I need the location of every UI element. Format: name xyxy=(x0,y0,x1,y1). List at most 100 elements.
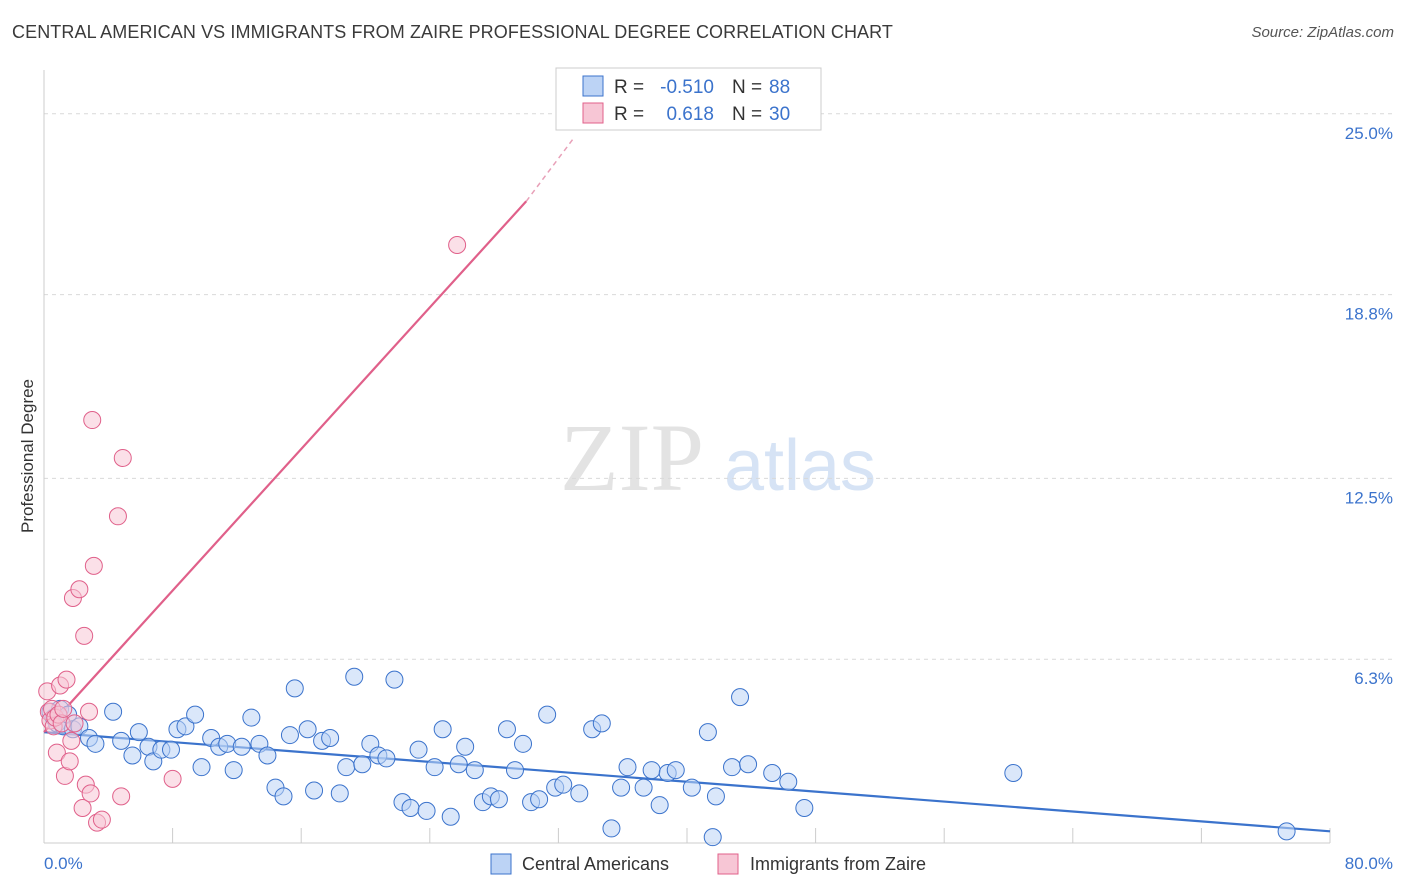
central-american-point xyxy=(385,670,404,689)
zaire-point xyxy=(113,448,132,467)
zaire-point xyxy=(62,731,81,750)
zaire-point xyxy=(112,787,131,806)
legend-n-value-2: 30 xyxy=(769,104,790,125)
central-american-point xyxy=(285,679,304,698)
central-american-point xyxy=(305,781,324,800)
zaire-trend-extension xyxy=(525,136,576,202)
central-american-point xyxy=(345,667,364,686)
watermark-zip: ZIP xyxy=(560,404,704,511)
central-american-point xyxy=(192,758,211,777)
central-american-point xyxy=(489,790,508,809)
central-american-point xyxy=(570,784,589,803)
central-american-point xyxy=(449,755,468,774)
legend-n-value-1: 88 xyxy=(769,77,790,98)
bottom-legend: Central Americans Immigrants from Zaire xyxy=(490,853,926,875)
central-american-point xyxy=(554,775,573,794)
central-american-point xyxy=(123,746,142,765)
central-american-point xyxy=(280,726,299,745)
central-american-point xyxy=(795,798,814,817)
legend-n-label-2: N = xyxy=(732,104,762,125)
zaire-point xyxy=(448,236,467,255)
central-american-point xyxy=(682,778,701,797)
y-tick-label: 6.3% xyxy=(1354,669,1393,688)
central-american-point xyxy=(731,688,750,707)
zaire-point xyxy=(65,714,84,733)
source-label: Source: ZipAtlas.com xyxy=(1251,24,1394,41)
y-tick-label: 25.0% xyxy=(1345,124,1393,143)
zaire-trend-line xyxy=(43,200,528,733)
zaire-point xyxy=(75,626,94,645)
central-american-point xyxy=(218,734,237,753)
legend-box: R = -0.510 N = 88 R = 0.618 N = 30 xyxy=(555,67,822,131)
central-american-point xyxy=(104,702,123,721)
legend-r-value-1: -0.510 xyxy=(660,77,714,98)
zaire-point xyxy=(108,507,127,526)
central-american-point xyxy=(224,761,243,780)
central-american-point xyxy=(433,720,452,739)
zaire-point xyxy=(81,784,100,803)
bottom-legend-swatch-pink xyxy=(717,853,739,875)
bottom-legend-swatch-blue xyxy=(490,853,512,875)
central-american-point xyxy=(514,734,533,753)
chart-title: CENTRAL AMERICAN VS IMMIGRANTS FROM ZAIR… xyxy=(12,22,894,42)
central-american-point xyxy=(602,819,621,838)
legend-swatch-pink xyxy=(582,102,604,124)
zaire-point xyxy=(70,580,89,599)
central-american-point xyxy=(298,720,317,739)
y-tick-label: 12.5% xyxy=(1345,488,1393,507)
central-american-point xyxy=(612,778,631,797)
central-american-point xyxy=(425,758,444,777)
central-american-point xyxy=(779,772,798,791)
zaire-point xyxy=(47,743,66,762)
zaire-point xyxy=(80,702,99,721)
x-tick-label: 0.0% xyxy=(44,854,83,873)
central-american-point xyxy=(353,755,372,774)
grid-lines xyxy=(44,113,1394,660)
central-american-point xyxy=(706,787,725,806)
central-american-point xyxy=(618,758,637,777)
y-axis-label: Professional Degree xyxy=(18,379,37,533)
central-american-point xyxy=(401,798,420,817)
central-american-point xyxy=(456,737,475,756)
central-american-point xyxy=(86,734,105,753)
zaire-point xyxy=(92,810,111,829)
x-tick-label: 80.0% xyxy=(1345,854,1393,873)
zaire-point xyxy=(163,769,182,788)
central-american-point xyxy=(176,717,195,736)
central-american-point xyxy=(321,728,340,747)
legend-n-label-1: N = xyxy=(732,77,762,98)
zaire-point xyxy=(84,556,103,575)
central-american-point xyxy=(698,723,717,742)
central-american-point xyxy=(186,705,205,724)
zaire-point xyxy=(54,699,73,718)
zaire-point xyxy=(60,752,79,771)
zaire-point xyxy=(73,798,92,817)
central-american-point xyxy=(242,708,261,727)
central-american-point xyxy=(112,731,131,750)
central-american-point xyxy=(161,740,180,759)
legend-r-value-2: 0.618 xyxy=(666,104,714,125)
central-american-point xyxy=(538,705,557,724)
central-american-point xyxy=(650,796,669,815)
central-american-point xyxy=(592,714,611,733)
central-american-point xyxy=(274,787,293,806)
watermark-atlas: atlas xyxy=(724,426,876,506)
central-american-point xyxy=(377,749,396,768)
central-american-point xyxy=(505,761,524,780)
central-american-point xyxy=(666,761,685,780)
central-american-point xyxy=(232,737,251,756)
central-american-point xyxy=(409,740,428,759)
legend-r-label-1: R = xyxy=(614,77,644,98)
central-american-point xyxy=(723,758,742,777)
central-american-point xyxy=(1277,822,1296,841)
central-american-point xyxy=(763,763,782,782)
central-american-point xyxy=(129,723,148,742)
central-american-point xyxy=(703,828,722,847)
zaire-point xyxy=(57,670,76,689)
central-american-point xyxy=(330,784,349,803)
zaire-point xyxy=(83,411,102,430)
legend-swatch-blue xyxy=(582,75,604,97)
legend-r-label-2: R = xyxy=(614,104,644,125)
central-american-point xyxy=(634,778,653,797)
